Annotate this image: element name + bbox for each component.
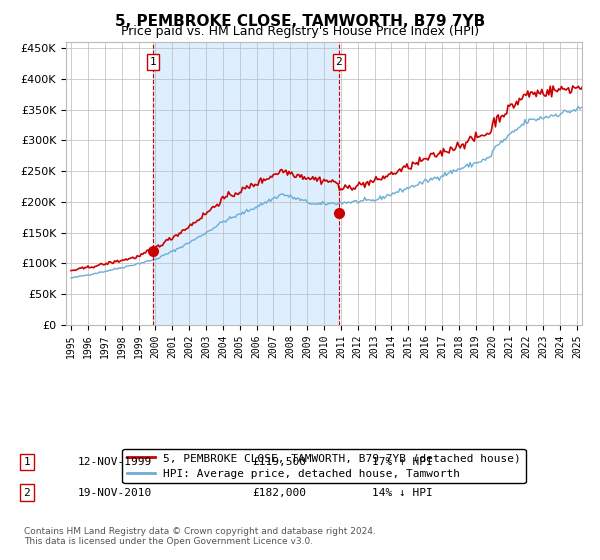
Text: 1: 1 (150, 57, 157, 67)
Text: Contains HM Land Registry data © Crown copyright and database right 2024.
This d: Contains HM Land Registry data © Crown c… (24, 526, 376, 546)
Text: 1: 1 (23, 457, 31, 467)
Text: 5, PEMBROKE CLOSE, TAMWORTH, B79 7YB: 5, PEMBROKE CLOSE, TAMWORTH, B79 7YB (115, 14, 485, 29)
Text: £119,500: £119,500 (252, 457, 306, 467)
Legend: 5, PEMBROKE CLOSE, TAMWORTH, B79 7YB (detached house), HPI: Average price, detac: 5, PEMBROKE CLOSE, TAMWORTH, B79 7YB (de… (122, 449, 526, 483)
Text: £182,000: £182,000 (252, 488, 306, 498)
Text: 19-NOV-2010: 19-NOV-2010 (78, 488, 152, 498)
Text: 17% ↑ HPI: 17% ↑ HPI (372, 457, 433, 467)
Text: 2: 2 (23, 488, 31, 498)
Bar (153, 42, 339, 325)
Text: 2: 2 (335, 57, 342, 67)
Text: Price paid vs. HM Land Registry's House Price Index (HPI): Price paid vs. HM Land Registry's House … (121, 25, 479, 38)
Text: 14% ↓ HPI: 14% ↓ HPI (372, 488, 433, 498)
Text: 12-NOV-1999: 12-NOV-1999 (78, 457, 152, 467)
